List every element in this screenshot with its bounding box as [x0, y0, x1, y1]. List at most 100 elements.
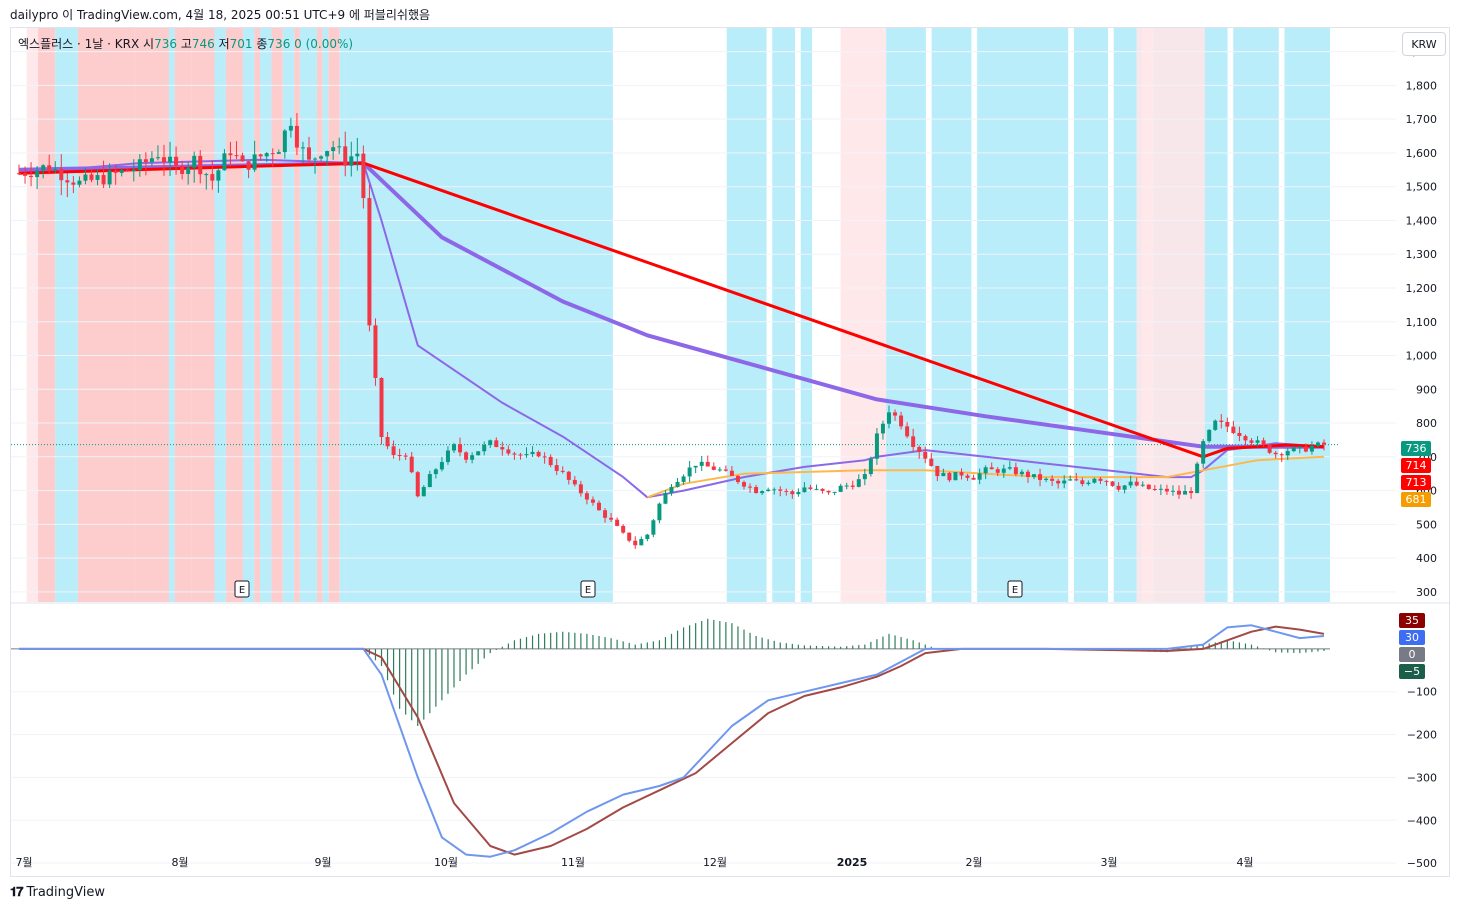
candle-body	[971, 477, 976, 480]
candle-body	[651, 520, 656, 535]
candle-body	[415, 472, 420, 497]
candle-body	[554, 465, 559, 471]
candle-body	[29, 175, 34, 178]
macd-tick-label: −200	[1407, 729, 1437, 742]
candle-body	[681, 476, 686, 482]
candle-body	[506, 449, 511, 454]
candle-body	[590, 499, 595, 503]
candle-body	[482, 444, 487, 452]
price-badge	[1401, 441, 1431, 456]
candle-body	[83, 174, 88, 181]
price-badge-label: 736	[1406, 442, 1427, 455]
candle-body	[222, 153, 227, 171]
candle-body	[899, 415, 904, 427]
candle-body	[1249, 440, 1254, 443]
candle-body	[1213, 420, 1218, 430]
candle-body	[1116, 485, 1121, 490]
background-band	[726, 28, 767, 602]
candle-body	[814, 488, 819, 490]
candle-body	[887, 412, 891, 424]
candle-body	[433, 469, 438, 475]
candle-body	[772, 489, 777, 491]
candle-body	[850, 485, 855, 487]
background-band	[322, 28, 329, 602]
candle-body	[959, 472, 964, 476]
price-tick-label: 1,100	[1406, 316, 1438, 329]
background-band	[214, 28, 226, 602]
candle-body	[941, 472, 946, 477]
candle-body	[802, 487, 807, 493]
candle-body	[1062, 480, 1067, 484]
price-badge	[1401, 458, 1431, 473]
candle-body	[935, 465, 940, 477]
candle-body	[379, 377, 384, 438]
earnings-marker-label: E	[1012, 585, 1018, 596]
candle-body	[754, 486, 759, 494]
candle-body	[748, 486, 753, 488]
candle-body	[796, 492, 801, 495]
price-tick-label: 500	[1416, 518, 1437, 531]
candle-body	[1225, 421, 1230, 427]
candle-body	[445, 450, 450, 463]
currency-button[interactable]: KRW	[1402, 32, 1446, 56]
candle-body	[1092, 478, 1097, 483]
close-label: 종	[256, 37, 268, 51]
candlestick-series	[17, 113, 1326, 549]
candle-body	[1134, 481, 1139, 486]
candle-body	[983, 467, 988, 474]
candle-body	[1050, 478, 1055, 481]
change-value: 0 (0.00%)	[294, 37, 354, 51]
candle-body	[1279, 454, 1284, 456]
macd-badge	[1399, 664, 1425, 679]
candle-body	[198, 155, 203, 175]
candle-body	[826, 490, 831, 493]
candle-body	[240, 155, 245, 162]
candle-body	[155, 157, 160, 159]
candle-body	[59, 168, 64, 181]
candle-body	[832, 491, 837, 493]
candle-body	[705, 461, 710, 467]
candle-body	[1183, 491, 1188, 495]
candle-body	[778, 489, 783, 491]
background-band	[977, 28, 1069, 602]
macd-tick-label: −300	[1407, 771, 1437, 784]
background-band	[316, 28, 323, 602]
candle-body	[1177, 490, 1181, 495]
candle-body	[627, 532, 632, 541]
candle-body	[584, 493, 589, 500]
candle-body	[989, 467, 994, 470]
candle-body	[929, 458, 934, 466]
candle-body	[1273, 452, 1278, 455]
candle-body	[319, 156, 324, 159]
candle-body	[53, 168, 58, 171]
candle-body	[735, 475, 740, 483]
close-value: 736	[267, 37, 291, 51]
candle-body	[572, 479, 577, 485]
macd-badge-label: 0	[1409, 648, 1416, 661]
chart-frame	[10, 27, 1450, 877]
candle-body	[530, 451, 535, 455]
candle-body	[820, 488, 825, 491]
candle-body	[427, 474, 432, 488]
footer-brand[interactable]: 𝟏𝟕 TradingView	[10, 885, 105, 900]
candle-body	[1158, 488, 1163, 490]
background-band	[345, 28, 613, 602]
candle-body	[965, 475, 970, 478]
candle-body	[1074, 479, 1079, 481]
candle-body	[282, 130, 287, 153]
background-band	[38, 28, 56, 602]
candle-body	[325, 151, 330, 157]
earnings-marker-label: E	[585, 585, 591, 596]
candle-body	[1315, 442, 1320, 447]
price-tick-label: 1,700	[1406, 113, 1438, 126]
candle-body	[633, 540, 638, 546]
macd-badge	[1399, 613, 1425, 628]
candle-body	[41, 165, 46, 171]
price-tick-label: 1,400	[1406, 214, 1438, 227]
time-tick-label: 7월	[15, 856, 32, 869]
candle-body	[609, 517, 614, 520]
earnings-marker-box	[234, 580, 250, 598]
macd-badge-label: −5	[1404, 665, 1420, 678]
